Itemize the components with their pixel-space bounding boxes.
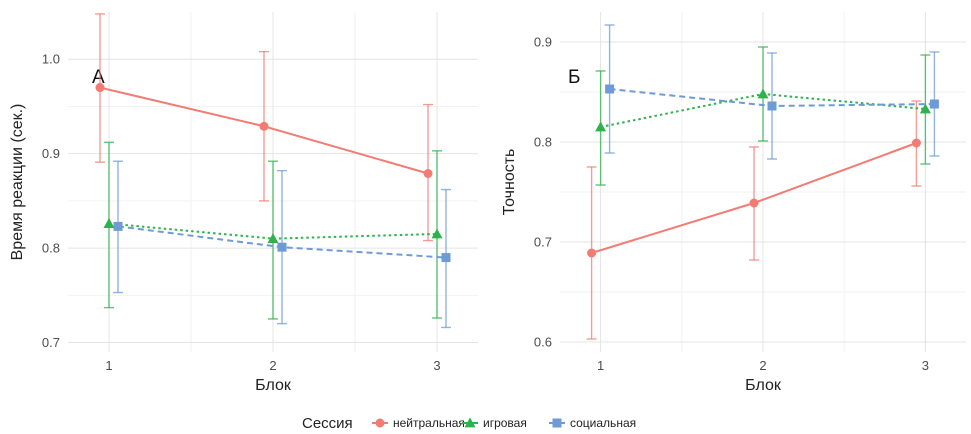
- data-point-social: [441, 253, 451, 263]
- data-point-neutral: [259, 121, 269, 131]
- data-point-social: [767, 101, 777, 111]
- data-point-social: [929, 99, 939, 109]
- data-point-game: [757, 88, 769, 99]
- legend-marker-social: [552, 418, 562, 428]
- y-tick-label: 0.8: [534, 135, 552, 150]
- data-point-neutral: [749, 198, 759, 208]
- x-tick-label: 3: [433, 358, 440, 373]
- x-axis-title: Блок: [255, 377, 292, 394]
- series-neutral: [95, 13, 433, 242]
- x-tick-label: 1: [597, 358, 604, 373]
- panel-accuracy: 0.6 0.7 0.8 0.9 1 2 3 Блок Точность Б: [501, 12, 966, 394]
- x-tick-label: 1: [105, 358, 112, 373]
- series-neutral: [586, 100, 922, 340]
- legend-marker-game: [464, 417, 476, 428]
- y-axis-title: Время реакции (сек.): [9, 104, 26, 261]
- x-tick-label: 2: [759, 358, 766, 373]
- legend-label-social: социальная: [570, 416, 636, 430]
- panel-label: Б: [568, 67, 580, 88]
- data-point-game: [431, 228, 443, 239]
- legend-label-neutral: нейтральная: [393, 416, 465, 430]
- data-point-game: [595, 121, 607, 132]
- data-point-game: [103, 218, 115, 228]
- x-tick-label: 2: [269, 358, 276, 373]
- x-axis-title: Блок: [745, 377, 782, 394]
- panel-reaction-time: 0.7 0.8 0.9 1.0 1 2 3 Блок Время реакции (сек.) А: [9, 12, 478, 394]
- y-tick-label: 0.6: [534, 335, 552, 350]
- data-point-neutral: [423, 169, 433, 178]
- series-game: [103, 141, 443, 320]
- data-point-neutral: [911, 138, 921, 148]
- legend-title: Сессия: [302, 415, 353, 432]
- data-point-neutral: [587, 248, 597, 258]
- series-game: [595, 46, 931, 186]
- series-social: [604, 24, 940, 160]
- x-tick-label: 3: [922, 358, 929, 373]
- data-point-game: [919, 103, 931, 114]
- data-point-neutral: [95, 83, 105, 93]
- legend-label-game: игровая: [483, 416, 527, 430]
- data-point-social: [113, 221, 123, 231]
- y-tick-label: 0.9: [42, 146, 60, 161]
- y-axis-title: Точность: [501, 149, 518, 216]
- panel-label: А: [92, 67, 105, 88]
- legend: Сессия нейтральная игровая социальная: [302, 415, 636, 432]
- data-point-social: [605, 84, 615, 94]
- y-tick-label: 0.9: [534, 35, 552, 50]
- series-social: [113, 160, 451, 329]
- data-point-game: [267, 233, 279, 244]
- y-tick-label: 1.0: [42, 52, 60, 67]
- data-point-social: [277, 242, 287, 252]
- y-tick-label: 0.8: [42, 241, 60, 256]
- y-tick-label: 0.7: [42, 335, 60, 350]
- y-tick-label: 0.7: [534, 235, 552, 250]
- legend-marker-neutral: [375, 418, 385, 428]
